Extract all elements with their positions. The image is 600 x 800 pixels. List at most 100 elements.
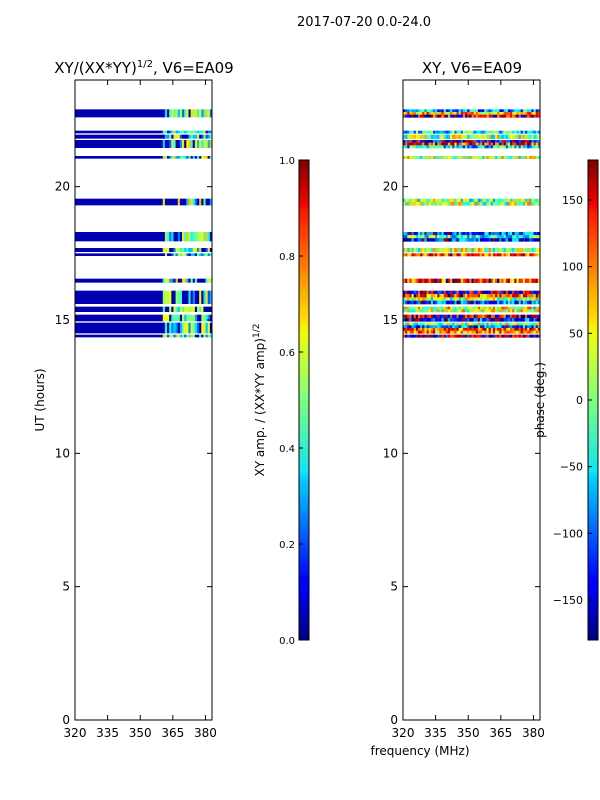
phase-band-cell xyxy=(460,290,464,295)
phase-band-cell xyxy=(450,278,453,283)
amplitude-colorbar-tick-label: 0.4 xyxy=(279,444,295,455)
phase-band-cell xyxy=(488,325,492,329)
amplitude-band-cell xyxy=(201,253,204,256)
amplitude-band-cell xyxy=(75,278,165,283)
phase-band-cell xyxy=(432,306,436,310)
phase-band-cell xyxy=(452,130,455,134)
phase-band-cell xyxy=(413,130,417,134)
phase-band-cell xyxy=(537,330,540,334)
phase-band-cell xyxy=(420,334,423,338)
amplitude-band-cell xyxy=(164,253,168,256)
phase-band-cell xyxy=(409,334,412,338)
amplitude-data-band xyxy=(75,248,212,252)
phase-band-cell xyxy=(495,325,498,329)
phase-band-cell xyxy=(490,278,494,283)
phase-band-cell xyxy=(525,198,528,203)
phase-band-cell xyxy=(405,334,408,338)
phase-band-cell xyxy=(531,318,534,322)
phase-band-cell xyxy=(443,325,447,329)
phase-band-cell xyxy=(445,294,449,298)
phase-band-cell xyxy=(527,142,530,146)
phase-band-cell xyxy=(510,330,513,334)
phase-band-cell xyxy=(501,290,504,295)
phase-band-cell xyxy=(454,297,457,301)
phase-band-cell xyxy=(529,145,532,149)
amplitude-band-cell xyxy=(188,134,191,139)
amplitude-band-cell xyxy=(203,306,206,312)
phase-band-cell xyxy=(403,328,406,331)
phase-band-cell xyxy=(522,306,526,310)
phase-band-cell xyxy=(407,322,410,326)
amplitude-band-cell xyxy=(175,134,179,139)
amplitude-band-cell xyxy=(175,290,179,304)
phase-band-cell xyxy=(484,198,487,203)
phase-band-cell xyxy=(435,232,438,236)
phase-band-cell xyxy=(437,300,440,305)
amplitude-band-cell xyxy=(182,278,185,283)
amplitude-band-cell xyxy=(171,306,174,312)
phase-band-cell xyxy=(535,232,539,236)
phase-band-cell xyxy=(497,142,500,146)
phase-band-cell xyxy=(413,300,417,305)
phase-band-cell xyxy=(411,300,415,305)
phase-band-cell xyxy=(417,300,421,305)
phase-band-cell xyxy=(424,294,427,298)
phase-band-cell xyxy=(482,235,485,239)
phase-data-band xyxy=(403,334,540,338)
phase-band-cell xyxy=(512,140,515,143)
phase-band-cell xyxy=(407,309,410,313)
phase-band-cell xyxy=(490,306,494,310)
phase-band-cell xyxy=(482,232,485,236)
amplitude-band-cell xyxy=(201,134,204,139)
phase-band-cell xyxy=(409,130,412,134)
amplitude-band-cell xyxy=(177,140,181,148)
phase-band-cell xyxy=(499,278,502,283)
phase-band-cell xyxy=(503,202,507,206)
phase-band-cell xyxy=(514,145,517,149)
phase-band-cell xyxy=(426,248,429,253)
phase-band-cell xyxy=(492,156,496,159)
phase-band-cell xyxy=(452,248,455,253)
amplitude-band-cell xyxy=(182,248,185,252)
phase-band-cell xyxy=(435,156,438,159)
phase-band-cell xyxy=(492,322,496,326)
amplitude-band-cell xyxy=(177,290,181,304)
phase-band-cell xyxy=(405,314,408,319)
phase-band-cell xyxy=(505,314,509,319)
phase-band-cell xyxy=(510,109,513,113)
amplitude-band-cell xyxy=(179,140,183,148)
phase-band-cell xyxy=(475,198,479,203)
phase-band-cell xyxy=(435,334,438,338)
amplitude-band-cell xyxy=(205,130,209,134)
phase-band-cell xyxy=(499,140,502,143)
phase-band-cell xyxy=(477,134,481,139)
phase-band-cell xyxy=(529,330,532,334)
phase-band-cell xyxy=(454,294,457,298)
phase-band-cell xyxy=(490,297,494,301)
phase-band-cell xyxy=(430,309,434,313)
phase-band-cell xyxy=(510,232,513,236)
phase-band-cell xyxy=(512,235,515,239)
phase-band-cell xyxy=(420,322,423,326)
amplitude-band-cell xyxy=(75,109,165,118)
phase-band-cell xyxy=(486,318,489,322)
phase-band-cell xyxy=(488,334,492,338)
phase-band-cell xyxy=(403,114,406,118)
phase-band-cell xyxy=(529,294,532,298)
phase-band-cell xyxy=(497,309,500,313)
phase-band-cell xyxy=(420,297,423,301)
amplitude-band-cell xyxy=(175,306,179,312)
phase-band-cell xyxy=(490,248,494,253)
phase-band-cell xyxy=(467,134,470,139)
amplitude-band-cell xyxy=(199,322,202,334)
phase-band-cell xyxy=(499,130,502,134)
phase-axes-frame xyxy=(402,79,541,721)
phase-band-cell xyxy=(432,109,436,113)
phase-band-cell xyxy=(469,318,472,322)
phase-band-cell xyxy=(522,290,526,295)
phase-band-cell xyxy=(443,306,447,310)
phase-band-cell xyxy=(512,112,515,115)
phase-band-cell xyxy=(445,322,449,326)
